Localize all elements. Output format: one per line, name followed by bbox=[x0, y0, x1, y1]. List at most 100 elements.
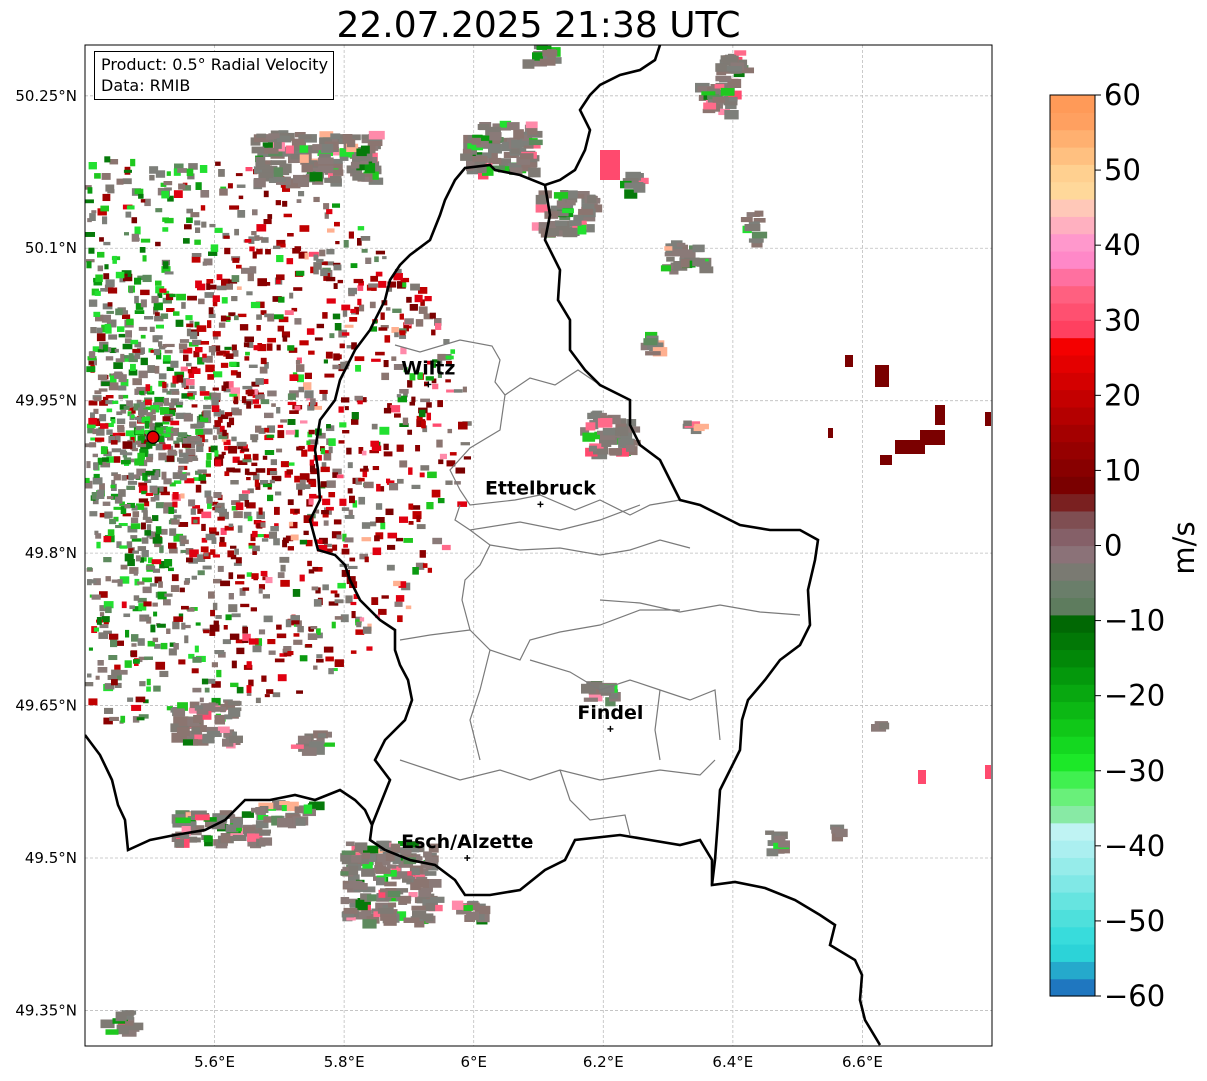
echo-pixel bbox=[416, 415, 423, 421]
echo-pixel bbox=[268, 133, 280, 138]
colorbar-segment bbox=[1050, 545, 1095, 564]
echo-pixel bbox=[199, 386, 206, 391]
echo-pixel bbox=[260, 480, 269, 485]
echo-pixel bbox=[103, 620, 109, 625]
echo-pixel bbox=[244, 356, 250, 361]
echo-pixel bbox=[316, 323, 325, 329]
echo-pixel bbox=[173, 190, 183, 198]
echo-pixel bbox=[200, 341, 210, 345]
echo-pixel bbox=[393, 273, 403, 281]
echo-pixel bbox=[362, 626, 372, 634]
echo-pixel bbox=[230, 480, 239, 485]
colorbar-segment bbox=[1050, 372, 1095, 391]
echo-pixel bbox=[404, 318, 414, 325]
colorbar-tick-label: −50 bbox=[1104, 904, 1165, 938]
echo-pixel bbox=[918, 770, 926, 784]
echo-pixel bbox=[137, 275, 146, 281]
echo-pixel bbox=[181, 393, 190, 399]
echo-pixel bbox=[522, 134, 533, 141]
echo-pixel bbox=[408, 521, 414, 525]
echo-pixel bbox=[324, 212, 329, 219]
echo-pixel bbox=[296, 690, 303, 694]
echo-pixel bbox=[106, 496, 114, 500]
echo-pixel bbox=[131, 643, 137, 647]
echo-pixel bbox=[462, 148, 472, 158]
echo-pixel bbox=[325, 351, 333, 359]
lat-tick-label: 50.25°N bbox=[15, 87, 77, 105]
echo-pixel bbox=[232, 456, 240, 463]
echo-pixel bbox=[317, 733, 326, 738]
echo-pixel bbox=[104, 156, 111, 163]
echo-pixel bbox=[173, 311, 180, 316]
echo-pixel bbox=[263, 160, 272, 166]
colorbar-segment bbox=[1050, 302, 1095, 321]
echo-pixel bbox=[141, 406, 152, 411]
echo-pixel bbox=[319, 537, 328, 545]
echo-pixel bbox=[108, 436, 115, 444]
echo-pixel bbox=[361, 522, 371, 529]
echo-pixel bbox=[181, 826, 191, 836]
echo-pixel bbox=[310, 398, 316, 405]
echo-pixel bbox=[292, 589, 301, 597]
echo-pixel bbox=[267, 425, 276, 433]
echo-pixel bbox=[119, 274, 126, 283]
echo-pixel bbox=[880, 455, 892, 465]
echo-pixel bbox=[369, 301, 376, 309]
echo-pixel bbox=[193, 739, 209, 746]
echo-pixel bbox=[260, 310, 267, 315]
echo-pixel bbox=[103, 241, 111, 246]
echo-pixel bbox=[267, 494, 274, 502]
echo-pixel bbox=[346, 143, 359, 153]
colorbar-segment bbox=[1050, 424, 1095, 443]
echo-pixel bbox=[194, 220, 201, 226]
echo-pixel bbox=[330, 590, 338, 594]
echo-pixel bbox=[879, 722, 890, 730]
echo-pixel bbox=[130, 158, 136, 167]
echo-pixel bbox=[192, 339, 202, 345]
echo-pixel bbox=[93, 408, 99, 414]
echo-pixel bbox=[289, 521, 298, 529]
echo-pixel bbox=[255, 468, 266, 473]
echo-pixel bbox=[119, 576, 130, 584]
echo-pixel bbox=[103, 273, 110, 280]
echo-pixel bbox=[291, 307, 298, 312]
echo-pixel bbox=[408, 467, 413, 475]
echo-pixel bbox=[120, 669, 128, 675]
echo-pixel bbox=[187, 455, 193, 463]
echo-pixel bbox=[386, 564, 395, 571]
echo-pixel bbox=[414, 294, 423, 303]
echo-pixel bbox=[162, 381, 167, 389]
echo-pixel bbox=[351, 342, 357, 350]
echo-pixel bbox=[219, 188, 228, 196]
echo-pixel bbox=[140, 357, 148, 366]
echo-pixel bbox=[291, 620, 300, 625]
echo-pixel bbox=[835, 828, 848, 838]
echo-pixel bbox=[371, 423, 378, 430]
echo-pixel bbox=[324, 261, 335, 266]
echo-pixel bbox=[380, 888, 395, 893]
echo-pixel bbox=[331, 621, 336, 629]
echo-pixel bbox=[260, 522, 266, 528]
echo-pixel bbox=[392, 308, 402, 313]
echo-pixel bbox=[197, 508, 204, 514]
echo-pixel bbox=[367, 137, 383, 147]
echo-pixel bbox=[135, 428, 145, 435]
echo-pixel bbox=[191, 575, 198, 580]
echo-pixel bbox=[245, 351, 250, 356]
echo-pixel bbox=[187, 173, 195, 180]
echo-pixel bbox=[535, 204, 550, 213]
echo-pixel bbox=[186, 557, 193, 563]
echo-pixel bbox=[416, 515, 421, 523]
echo-pixel bbox=[146, 442, 153, 449]
echo-pixel bbox=[136, 440, 142, 444]
echo-pixel bbox=[344, 515, 355, 519]
lon-tick-label: 6°E bbox=[460, 1053, 487, 1071]
echo-pixel bbox=[211, 405, 220, 412]
echo-pixel bbox=[118, 394, 129, 399]
echo-pixel bbox=[255, 164, 271, 170]
echo-pixel bbox=[249, 246, 255, 252]
echo-pixel bbox=[374, 256, 379, 263]
echo-pixel bbox=[233, 562, 242, 566]
echo-pixel bbox=[229, 361, 237, 367]
echo-pixel bbox=[164, 559, 173, 567]
